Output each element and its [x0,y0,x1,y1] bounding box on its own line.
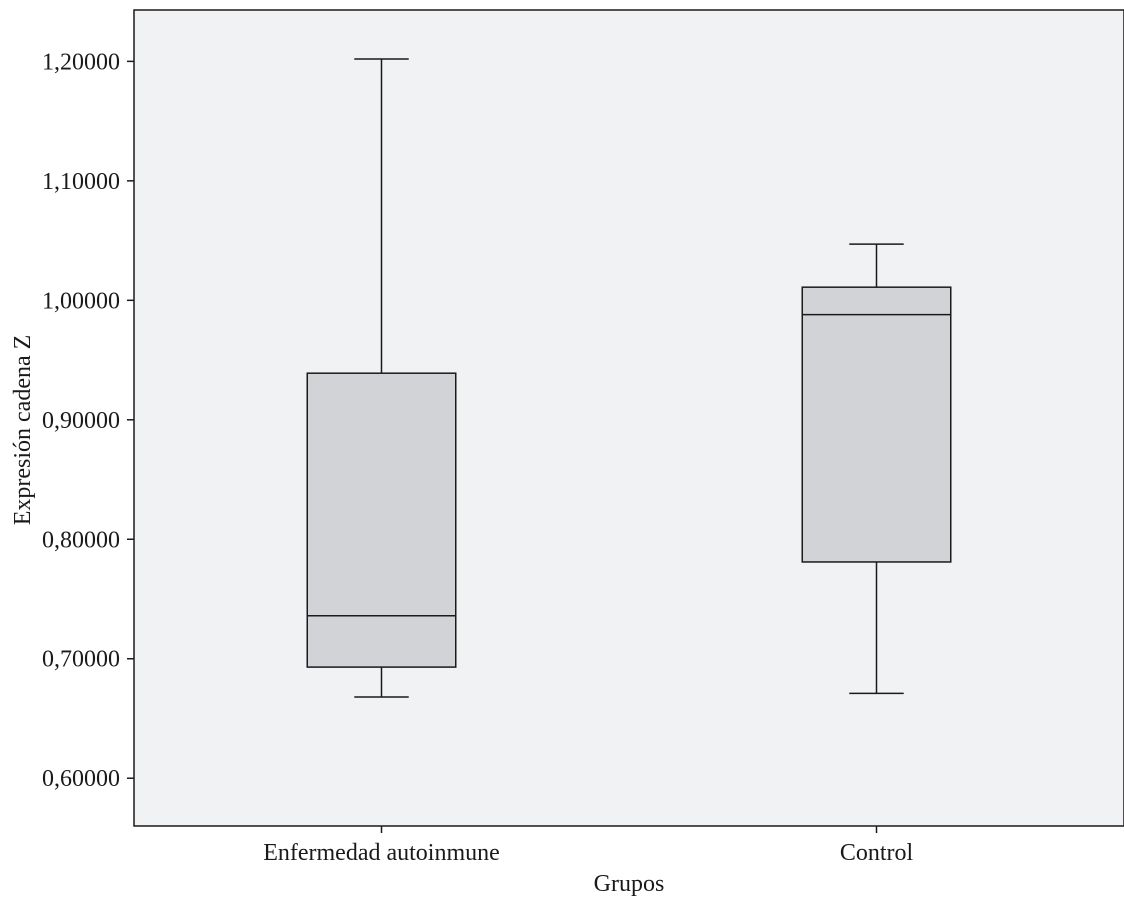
y-tick-label: 1,10000 [42,169,120,195]
x-axis-title: Grupos [594,871,665,897]
y-tick-label: 0,70000 [42,647,120,673]
x-category-label: Enfermedad autoinmune [263,840,500,866]
plot-area [133,9,1124,827]
box-control [801,243,952,695]
box-iqr [306,372,457,668]
y-tick-label: 0,60000 [42,766,120,792]
y-axis-ticks: 0,60000 0,70000 0,80000 0,90000 1,00000 1,100… [42,49,134,792]
y-axis-title: Expresión cadena Z [10,335,36,526]
y-tick-label: 1,20000 [42,49,120,75]
x-category-label: Control [840,840,914,866]
box-enfermedad-autoinmune [306,58,457,698]
y-tick-label: 0,80000 [42,527,120,553]
boxes [306,58,952,698]
x-axis-categories: Enfermedad autoinmune Control [263,826,913,866]
y-tick-label: 0,90000 [42,408,120,434]
box-iqr [801,286,952,563]
y-tick-label: 1,00000 [42,288,120,314]
